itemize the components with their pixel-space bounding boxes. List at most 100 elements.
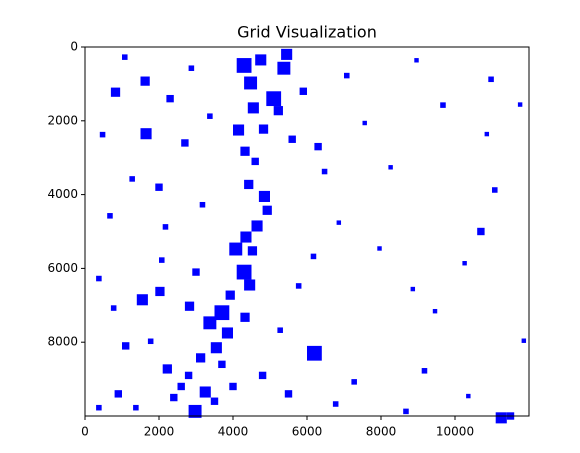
- cell: [247, 246, 258, 256]
- cell: [140, 76, 150, 86]
- cell: [466, 393, 471, 399]
- cell: [251, 220, 263, 232]
- cell: [110, 87, 121, 97]
- cell: [492, 187, 498, 193]
- cell: [199, 386, 211, 398]
- cell: [236, 264, 252, 280]
- cell: [288, 135, 296, 143]
- cell: [140, 128, 152, 140]
- cell: [229, 242, 243, 256]
- cell: [377, 246, 382, 251]
- cell: [277, 327, 283, 333]
- cell: [432, 308, 438, 314]
- cell: [284, 390, 293, 398]
- cell: [221, 327, 233, 339]
- cell: [240, 312, 250, 322]
- cell: [229, 382, 237, 391]
- cell: [281, 48, 293, 60]
- cell: [410, 286, 416, 292]
- cell: [244, 76, 258, 90]
- cell: [244, 179, 254, 190]
- cell: [344, 72, 350, 79]
- y-tick-label: 2000: [47, 113, 78, 127]
- cell: [236, 58, 252, 73]
- cell: [192, 268, 200, 276]
- cell: [122, 54, 128, 60]
- cell: [133, 404, 139, 411]
- cell: [114, 390, 122, 398]
- cell: [155, 286, 165, 297]
- cell: [184, 371, 193, 380]
- cell: [107, 213, 113, 219]
- cell: [162, 364, 172, 374]
- y-tick-label: 6000: [47, 261, 78, 275]
- cell: [110, 305, 117, 311]
- cell: [299, 87, 307, 95]
- y-tick-label: 0: [70, 40, 78, 54]
- cell: [129, 176, 135, 182]
- cell: [240, 146, 250, 156]
- cell: [203, 316, 217, 330]
- cell: [159, 257, 165, 263]
- y-tick-label: 4000: [47, 187, 78, 201]
- x-tick-label: 8000: [366, 425, 397, 439]
- cell: [321, 168, 328, 175]
- cell: [258, 371, 267, 380]
- cell: [233, 124, 245, 136]
- cell: [403, 408, 409, 415]
- cell: [495, 412, 507, 424]
- cell: [196, 353, 206, 363]
- cell: [488, 76, 494, 83]
- cell: [210, 342, 222, 354]
- cell: [166, 94, 174, 103]
- cell: [96, 404, 102, 411]
- cell: [477, 227, 485, 236]
- cell: [181, 139, 189, 147]
- cell: [244, 279, 256, 291]
- cell: [214, 305, 230, 321]
- cell: [199, 201, 206, 208]
- cell: [266, 91, 282, 107]
- cell: [307, 345, 322, 361]
- chart-title: Grid Visualization: [237, 23, 377, 42]
- cell: [273, 106, 283, 116]
- cell: [247, 102, 259, 114]
- cell: [240, 231, 252, 243]
- cell: [155, 183, 163, 191]
- cell: [147, 338, 154, 345]
- cell: [262, 205, 272, 215]
- cell: [388, 165, 393, 170]
- cell: [351, 379, 357, 385]
- cell: [170, 393, 178, 402]
- y-tick-label: 8000: [47, 335, 78, 349]
- cell: [96, 275, 102, 282]
- cell: [314, 142, 322, 151]
- cell: [421, 368, 428, 374]
- cell: [136, 294, 148, 306]
- cell: [188, 404, 202, 418]
- cell: [258, 124, 269, 134]
- cell: [99, 131, 106, 138]
- x-tick-label: 6000: [292, 425, 323, 439]
- cell: [177, 382, 185, 391]
- cell: [362, 120, 367, 126]
- cell: [521, 338, 527, 343]
- cell: [295, 283, 302, 289]
- cell: [258, 190, 270, 202]
- cell: [225, 290, 235, 300]
- cell: [414, 58, 419, 63]
- cell: [310, 253, 317, 260]
- cell: [122, 342, 130, 350]
- x-tick-label: 2000: [144, 425, 175, 439]
- cell: [184, 301, 195, 311]
- cell: [210, 397, 219, 405]
- cell: [332, 401, 339, 407]
- cell: [188, 65, 195, 71]
- cell: [218, 360, 226, 369]
- cell: [255, 54, 267, 66]
- cell: [207, 113, 213, 119]
- cell: [251, 157, 259, 166]
- cell: [484, 131, 490, 137]
